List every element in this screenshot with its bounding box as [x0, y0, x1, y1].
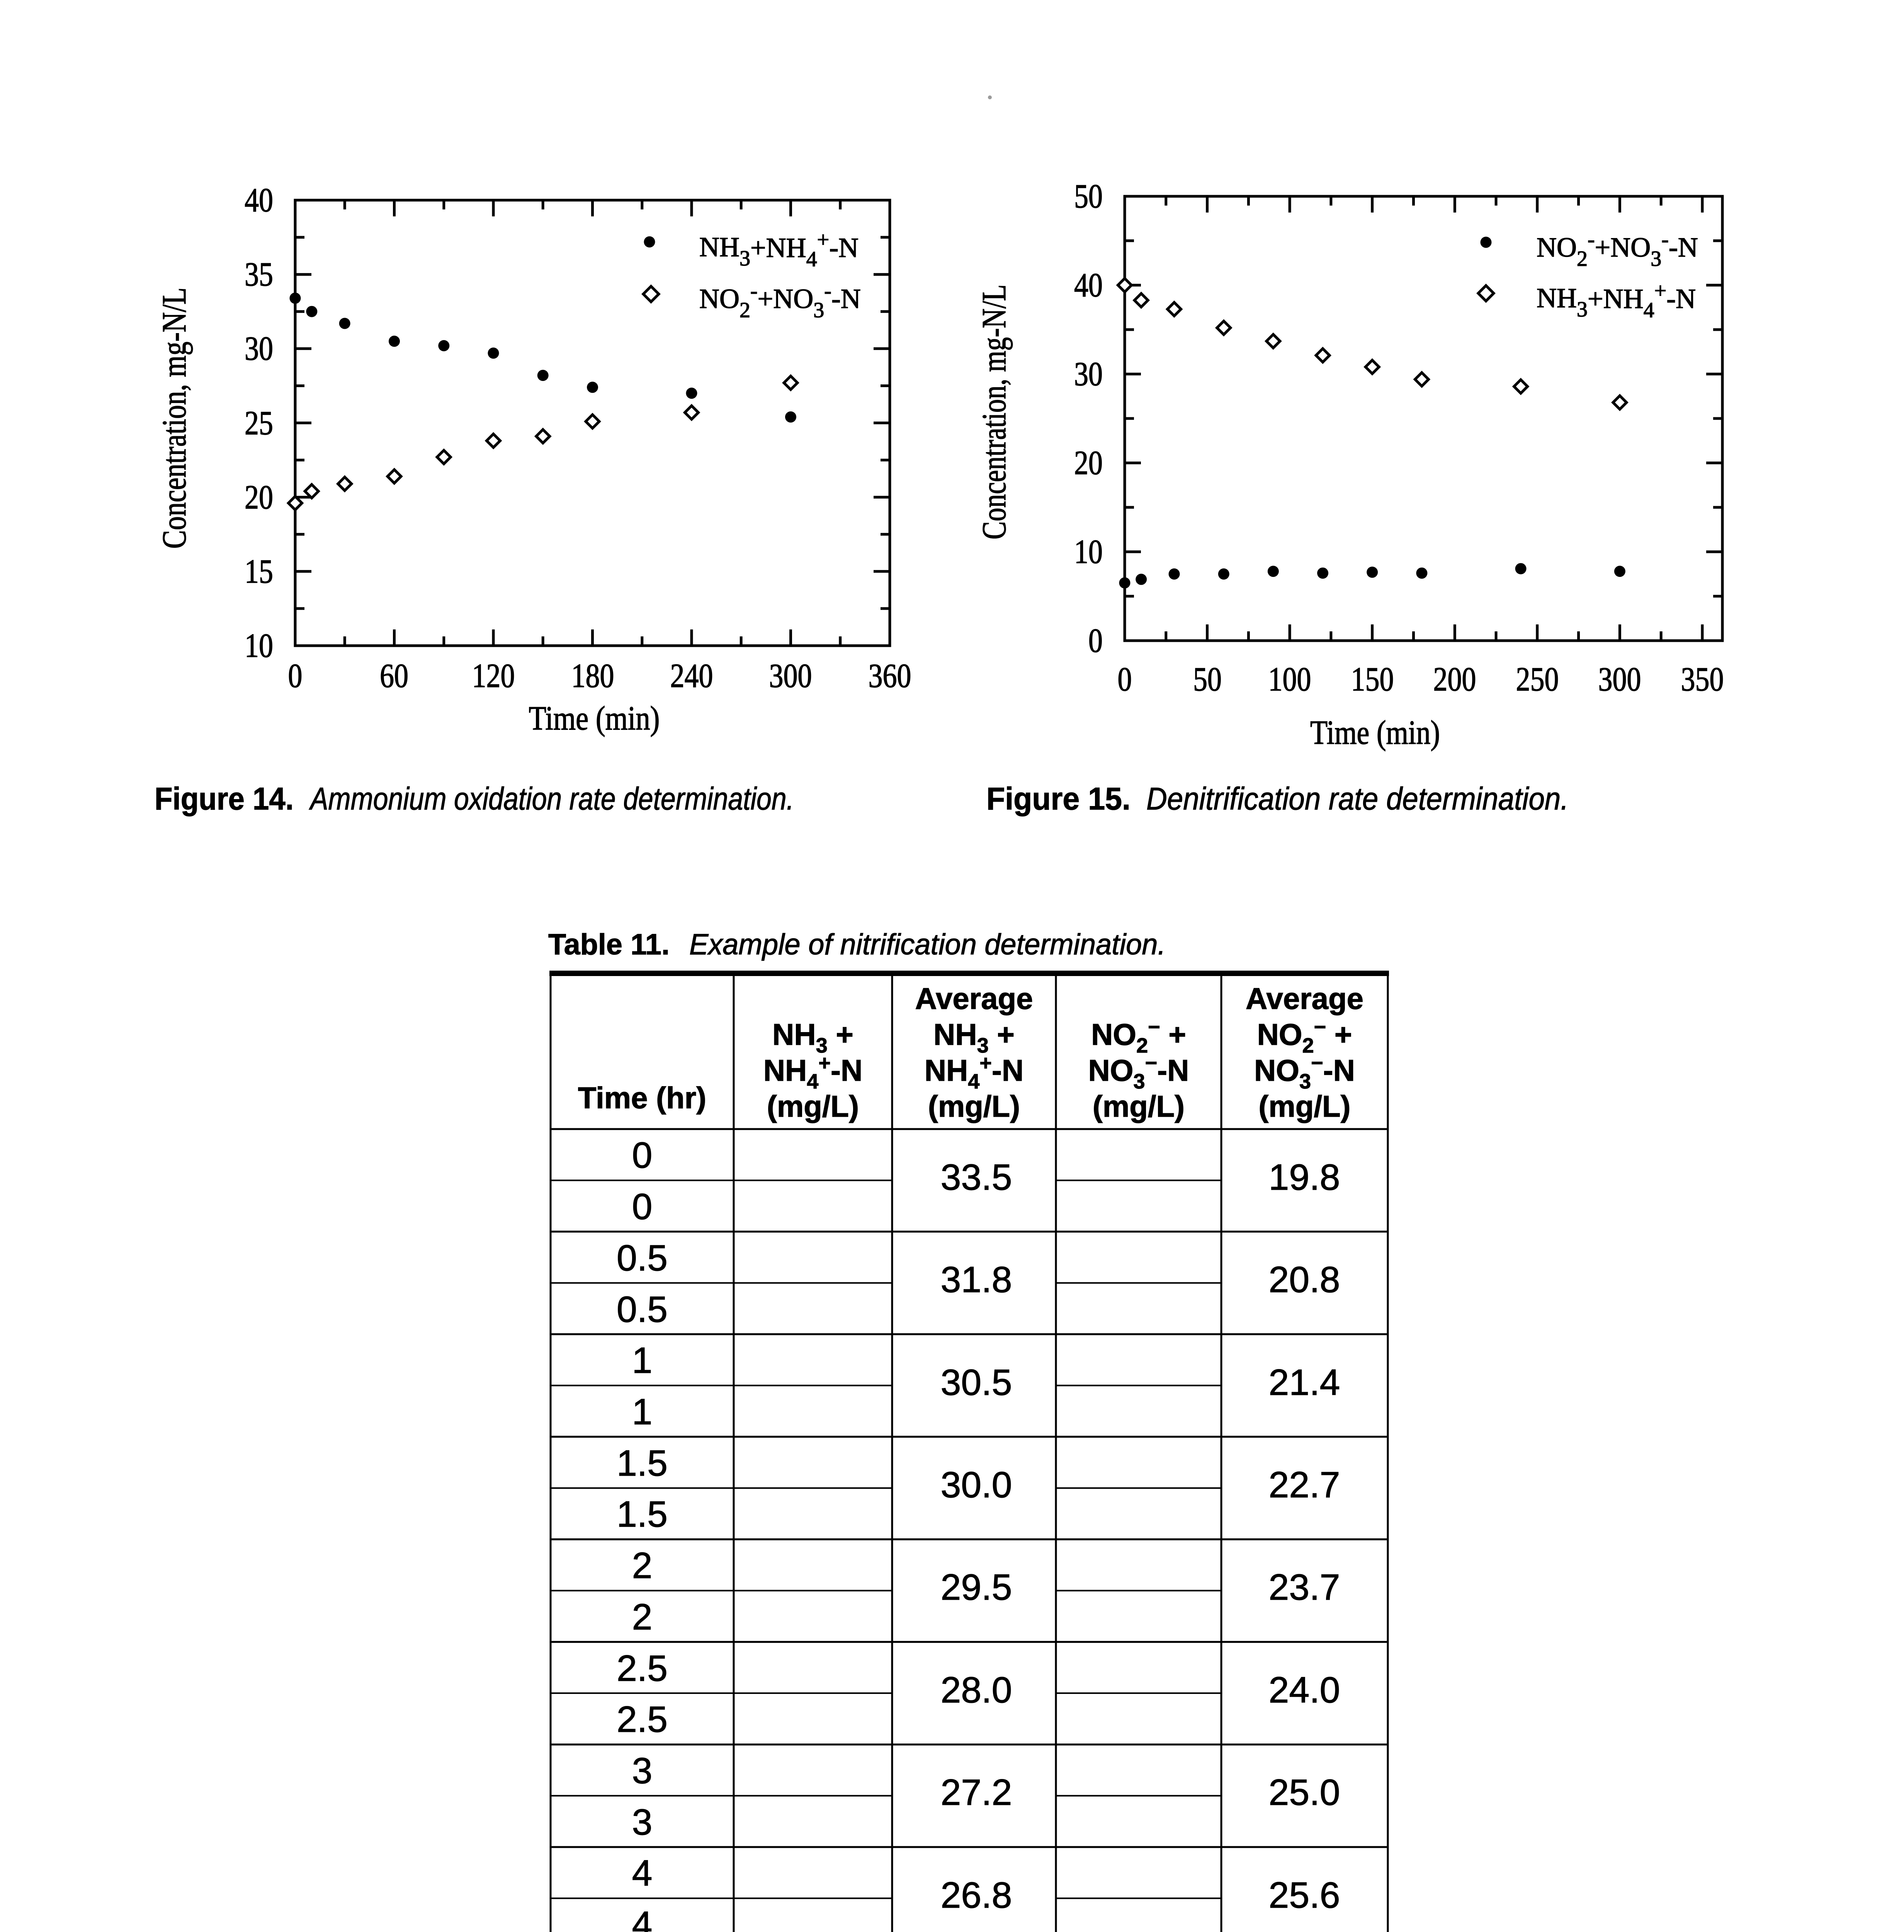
svg-text:Time (min): Time (min) [529, 700, 660, 737]
svg-text:23.7: 23.7 [1269, 1567, 1340, 1608]
svg-text:28.0: 28.0 [941, 1670, 1012, 1711]
svg-text:3: 3 [632, 1802, 653, 1843]
svg-text:300: 300 [1598, 661, 1641, 698]
svg-text:180: 180 [571, 657, 614, 695]
svg-text:1.5: 1.5 [617, 1443, 668, 1484]
svg-text:25: 25 [245, 405, 273, 442]
svg-text:0: 0 [288, 657, 303, 695]
svg-text:4: 4 [632, 1853, 653, 1894]
svg-text:240: 240 [670, 657, 713, 695]
svg-text:22.7: 22.7 [1269, 1464, 1340, 1505]
svg-text:Example of nitrification deter: Example of nitrification determination. [689, 928, 1166, 961]
svg-text:Denitrification rate determina: Denitrification rate determination. [1146, 781, 1569, 816]
svg-text:10: 10 [1074, 533, 1103, 571]
svg-text:2: 2 [632, 1597, 653, 1638]
svg-text:0.5: 0.5 [617, 1238, 668, 1279]
svg-text:Figure 15.: Figure 15. [986, 781, 1130, 816]
svg-text:30.5: 30.5 [941, 1362, 1012, 1403]
svg-text:Table 11.: Table 11. [548, 928, 670, 961]
svg-text:0: 0 [1118, 661, 1132, 698]
svg-text:50: 50 [1074, 178, 1103, 215]
svg-text:Ammonium oxidation rate determ: Ammonium oxidation rate determination. [309, 781, 794, 816]
svg-text:3: 3 [632, 1750, 653, 1791]
svg-text:1.5: 1.5 [617, 1494, 668, 1535]
svg-text:25.0: 25.0 [1269, 1772, 1340, 1813]
svg-text:(mg/L): (mg/L) [1258, 1089, 1350, 1123]
svg-text:15: 15 [245, 553, 273, 590]
svg-text:29.5: 29.5 [941, 1567, 1012, 1608]
svg-text:Figure 14.: Figure 14. [155, 781, 294, 816]
svg-text:Average: Average [915, 981, 1033, 1015]
svg-text:NH3 +: NH3 + [772, 1017, 853, 1057]
svg-text:NH4+-N: NH4+-N [925, 1051, 1024, 1093]
svg-text:33.5: 33.5 [941, 1157, 1012, 1198]
svg-text:40: 40 [245, 182, 273, 219]
svg-text:30: 30 [245, 330, 273, 367]
svg-text:20: 20 [245, 479, 273, 516]
svg-text:Concentration, mg-N/L: Concentration, mg-N/L [156, 287, 193, 549]
svg-text:NH4+-N: NH4+-N [763, 1051, 863, 1093]
svg-text:Average: Average [1246, 981, 1363, 1015]
svg-text:40: 40 [1074, 267, 1103, 304]
svg-text:0: 0 [1088, 622, 1103, 660]
svg-text:350: 350 [1681, 661, 1724, 698]
svg-text:Time (hr): Time (hr) [578, 1081, 706, 1115]
svg-text:1: 1 [632, 1340, 653, 1381]
svg-text:60: 60 [380, 657, 408, 695]
svg-text:50: 50 [1193, 661, 1222, 698]
svg-text:150: 150 [1351, 661, 1394, 698]
svg-text:24.0: 24.0 [1269, 1670, 1340, 1711]
svg-text:35: 35 [245, 256, 273, 293]
svg-text:25.6: 25.6 [1269, 1875, 1340, 1916]
svg-text:(mg/L): (mg/L) [767, 1089, 859, 1123]
svg-text:Concentration, mg-N/L: Concentration, mg-N/L [976, 284, 1013, 539]
svg-text:0: 0 [632, 1186, 653, 1227]
svg-text:10: 10 [245, 627, 273, 665]
svg-text:360: 360 [869, 657, 911, 695]
svg-text:100: 100 [1268, 661, 1311, 698]
svg-text:0: 0 [632, 1135, 653, 1176]
svg-text:20: 20 [1074, 444, 1103, 482]
svg-text:20.8: 20.8 [1269, 1259, 1340, 1300]
svg-text:21.4: 21.4 [1269, 1362, 1340, 1403]
svg-text:(mg/L): (mg/L) [1093, 1089, 1185, 1123]
svg-text:30: 30 [1074, 355, 1103, 393]
svg-text:(mg/L): (mg/L) [928, 1089, 1020, 1123]
svg-text:26.8: 26.8 [941, 1875, 1012, 1916]
svg-text:4: 4 [632, 1904, 653, 1932]
svg-text:2: 2 [632, 1545, 653, 1586]
svg-text:0.5: 0.5 [617, 1289, 668, 1330]
svg-text:2.5: 2.5 [617, 1699, 668, 1740]
svg-text:250: 250 [1516, 661, 1559, 698]
svg-text:2.5: 2.5 [617, 1648, 668, 1689]
svg-text:19.8: 19.8 [1269, 1157, 1340, 1198]
svg-text:NO3−-N: NO3−-N [1088, 1051, 1189, 1093]
svg-text:27.2: 27.2 [941, 1772, 1012, 1813]
svg-text:300: 300 [769, 657, 812, 695]
svg-text:200: 200 [1433, 661, 1476, 698]
svg-text:NH3 +: NH3 + [933, 1017, 1015, 1057]
svg-text:31.8: 31.8 [941, 1259, 1012, 1300]
svg-text:120: 120 [472, 657, 515, 695]
svg-text:1: 1 [632, 1391, 653, 1432]
svg-text:30.0: 30.0 [941, 1464, 1012, 1505]
svg-text:Time (min): Time (min) [1310, 714, 1440, 752]
